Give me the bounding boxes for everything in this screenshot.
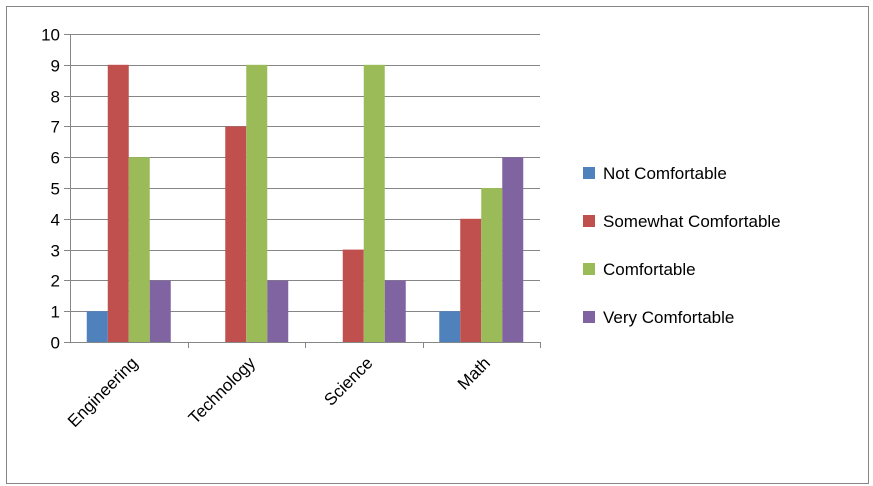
bar-science-very-comfortable bbox=[384, 280, 406, 342]
y-tick-label: 9 bbox=[51, 57, 60, 76]
y-tick-label: 8 bbox=[51, 88, 60, 107]
bar-math-somewhat-comfortable bbox=[460, 218, 482, 342]
y-tick-label: 5 bbox=[51, 180, 60, 199]
legend-label: Comfortable bbox=[603, 260, 696, 279]
bar-math-very-comfortable bbox=[502, 157, 524, 342]
bar-technology-very-comfortable bbox=[267, 280, 289, 342]
legend: Not Comfortable Somewhat Comfortable Comfo… bbox=[583, 164, 781, 327]
bar-engineering-comfortable bbox=[128, 157, 150, 342]
bar-engineering-somewhat-comfortable bbox=[107, 64, 129, 343]
bars bbox=[86, 64, 524, 343]
legend-swatch bbox=[583, 311, 595, 323]
bar-engineering-not-comfortable bbox=[86, 311, 108, 342]
bar-math-not-comfortable bbox=[439, 311, 461, 342]
legend-swatch bbox=[583, 167, 595, 179]
y-tick-label: 0 bbox=[51, 334, 60, 353]
chart-frame bbox=[6, 6, 869, 484]
bar-technology-somewhat-comfortable bbox=[225, 126, 247, 343]
y-tick-label: 7 bbox=[51, 118, 60, 137]
bar-science-comfortable bbox=[363, 64, 385, 343]
y-tick-label: 2 bbox=[51, 272, 60, 291]
bar-engineering-very-comfortable bbox=[149, 280, 171, 342]
legend-label: Somewhat Comfortable bbox=[603, 212, 781, 231]
y-tick-label: 6 bbox=[51, 149, 60, 168]
bar-technology-comfortable bbox=[246, 64, 268, 343]
y-tick-label: 1 bbox=[51, 303, 60, 322]
bar-math-comfortable bbox=[481, 188, 503, 342]
legend-label: Not Comfortable bbox=[603, 164, 727, 183]
y-tick-label: 10 bbox=[41, 26, 60, 45]
axes bbox=[64, 34, 541, 348]
legend-swatch bbox=[583, 215, 595, 227]
legend-swatch bbox=[583, 263, 595, 275]
y-tick-label: 4 bbox=[51, 211, 60, 230]
legend-label: Very Comfortable bbox=[603, 308, 734, 327]
y-tick-label: 3 bbox=[51, 242, 60, 261]
y-tick-labels: 0 1 2 3 4 5 6 7 8 9 10 bbox=[41, 26, 60, 353]
bar-science-somewhat-comfortable bbox=[342, 249, 364, 342]
